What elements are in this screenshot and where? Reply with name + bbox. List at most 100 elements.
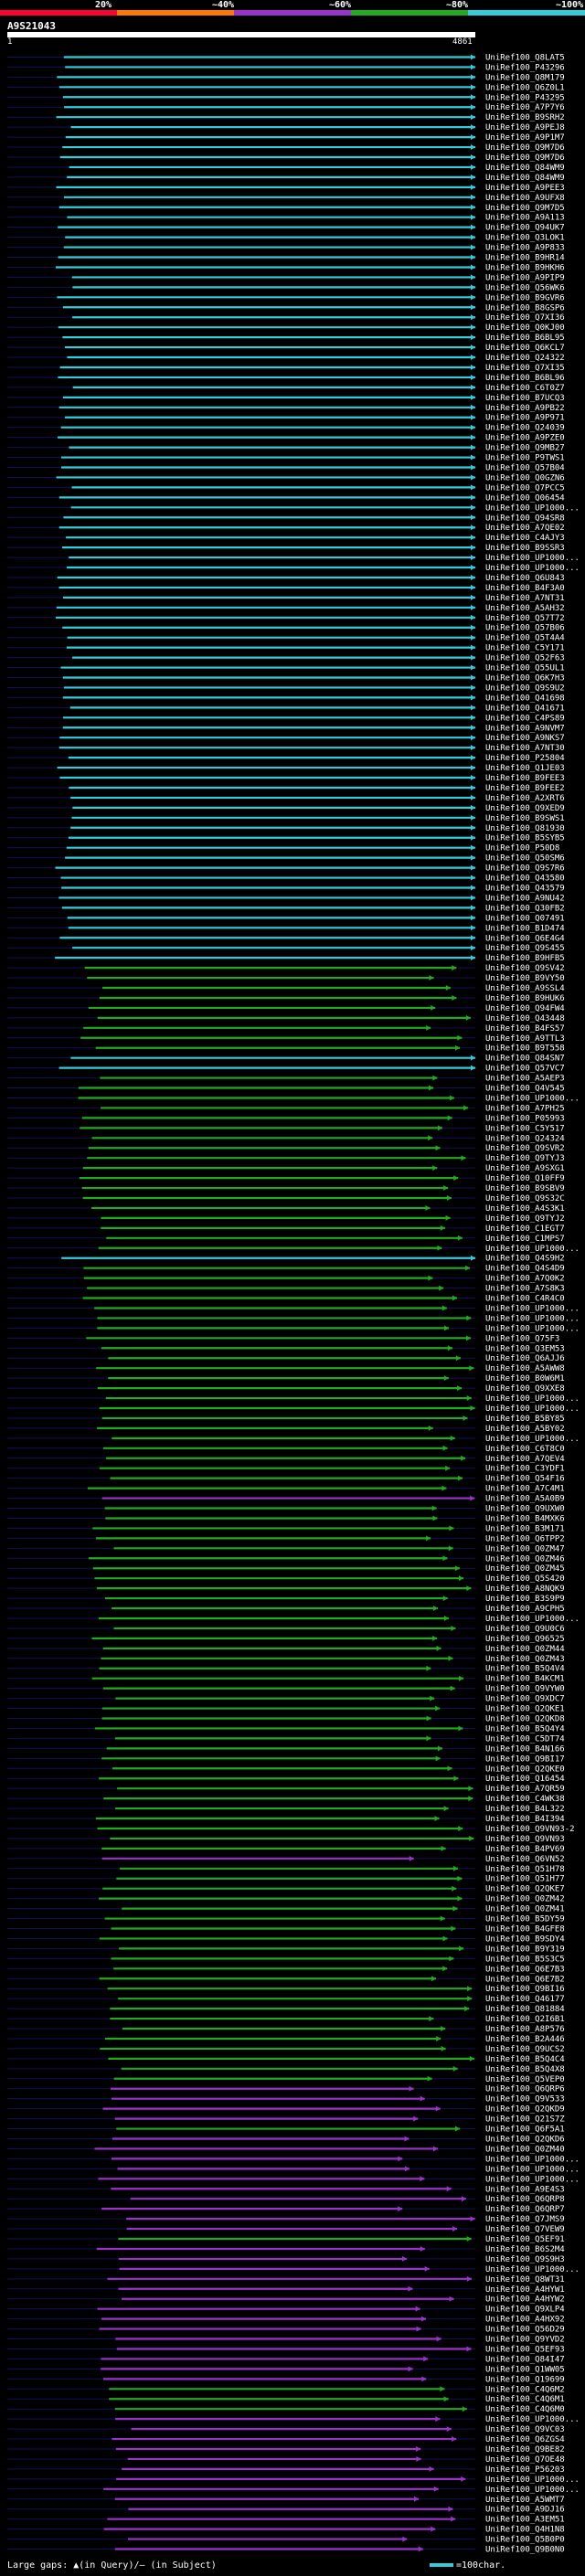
hit-label[interactable]: UniRef100_A9P1M7: [485, 133, 565, 143]
hit-label[interactable]: UniRef100_P50D8: [485, 844, 559, 853]
hit-label[interactable]: UniRef100_Q9XLP4: [485, 2306, 565, 2315]
hit-label[interactable]: UniRef100_Q41698: [485, 694, 565, 703]
hit-label[interactable]: UniRef100_Q81884: [485, 2005, 565, 2014]
hit-label[interactable]: UniRef100_Q0ZM46: [485, 1554, 565, 1564]
hit-label[interactable]: UniRef100_B4GFE8: [485, 1925, 565, 1935]
hit-label[interactable]: UniRef100_B0W6M1: [485, 1374, 565, 1383]
hit-label[interactable]: UniRef100_A3EM51: [485, 2516, 565, 2525]
hit-label[interactable]: UniRef100_A9TTL3: [485, 1034, 565, 1044]
hit-label[interactable]: UniRef100_Q7PCC5: [485, 483, 565, 493]
hit-label[interactable]: UniRef100_Q24324: [485, 1134, 565, 1143]
hit-label[interactable]: UniRef100_A7QEV4: [485, 1455, 565, 1464]
hit-label[interactable]: UniRef100_Q9XXE8: [485, 1384, 565, 1394]
hit-label[interactable]: UniRef100_C4R4C0: [485, 1295, 565, 1304]
hit-label[interactable]: UniRef100_Q5EF93: [485, 2345, 565, 2354]
hit-label[interactable]: UniRef100_Q10FF9: [485, 1174, 565, 1183]
hit-label[interactable]: UniRef100_Q8WT31: [485, 2275, 565, 2284]
hit-label[interactable]: UniRef100_Q2QKD8: [485, 1715, 565, 1724]
hit-label[interactable]: UniRef100_Q24039: [485, 424, 565, 433]
hit-label[interactable]: UniRef100_C6T8C0: [485, 1445, 565, 1454]
hit-label[interactable]: UniRef100_C4Q6M1: [485, 2395, 565, 2404]
hit-label[interactable]: UniRef100_B8GSP6: [485, 303, 565, 313]
hit-label[interactable]: UniRef100_C6T0Z7: [485, 384, 565, 393]
hit-label[interactable]: UniRef100_Q55UL1: [485, 664, 565, 673]
hit-label[interactable]: UniRef100_A7PH25: [485, 1104, 565, 1113]
hit-label[interactable]: UniRef100_A7S8K3: [485, 1285, 565, 1294]
hit-label[interactable]: UniRef100_Q94UK7: [485, 224, 565, 233]
hit-label[interactable]: UniRef100_A9NKS7: [485, 734, 565, 743]
hit-label[interactable]: UniRef100_A5BY02: [485, 1425, 565, 1434]
hit-label[interactable]: UniRef100_A2XRT6: [485, 794, 565, 803]
hit-label[interactable]: UniRef100_UP1000...: [485, 554, 580, 563]
hit-label[interactable]: UniRef100_UP1000...: [485, 1094, 580, 1103]
hit-label[interactable]: UniRef100_Q6E7B2: [485, 1975, 565, 1984]
hit-label[interactable]: UniRef100_Q9SVR2: [485, 1144, 565, 1153]
hit-label[interactable]: UniRef100_Q2QKE1: [485, 1705, 565, 1714]
hit-label[interactable]: UniRef100_Q0ZM43: [485, 1655, 565, 1664]
hit-label[interactable]: UniRef100_Q6E7B3: [485, 1965, 565, 1974]
hit-label[interactable]: UniRef100_Q9UCS2: [485, 2045, 565, 2054]
hit-label[interactable]: UniRef100_C5DT74: [485, 1734, 565, 1744]
hit-label[interactable]: UniRef100_P56203: [485, 2465, 565, 2475]
hit-label[interactable]: UniRef100_Q30FB2: [485, 904, 565, 913]
hit-label[interactable]: UniRef100_Q3LOK1: [485, 234, 565, 243]
hit-label[interactable]: UniRef100_B5Q4V4: [485, 1665, 565, 1674]
hit-label[interactable]: UniRef100_A7NT30: [485, 744, 565, 753]
hit-label[interactable]: UniRef100_A4HYW1: [485, 2285, 565, 2295]
hit-label[interactable]: UniRef100_B9SBV9: [485, 1184, 565, 1193]
hit-label[interactable]: UniRef100_A4HYW2: [485, 2295, 565, 2305]
hit-label[interactable]: UniRef100_A9PEE3: [485, 184, 565, 193]
hit-label[interactable]: UniRef100_Q1JE03: [485, 764, 565, 773]
hit-label[interactable]: UniRef100_Q9B0N0: [485, 2546, 565, 2555]
hit-label[interactable]: UniRef100_UP1000...: [485, 1405, 580, 1414]
hit-label[interactable]: UniRef100_Q6QRP6: [485, 2085, 565, 2094]
hit-label[interactable]: UniRef100_A7P7Y6: [485, 103, 565, 112]
hit-label[interactable]: UniRef100_Q9S32C: [485, 1194, 565, 1203]
hit-label[interactable]: UniRef100_A9PEJ8: [485, 123, 565, 133]
hit-label[interactable]: UniRef100_Q9U0C6: [485, 1625, 565, 1634]
hit-label[interactable]: UniRef100_Q84I47: [485, 2355, 565, 2364]
hit-label[interactable]: UniRef100_C4PS89: [485, 714, 565, 723]
hit-label[interactable]: UniRef100_A7QR59: [485, 1785, 565, 1794]
hit-label[interactable]: UniRef100_A9P971: [485, 414, 565, 423]
hit-label[interactable]: UniRef100_Q5S420: [485, 1574, 565, 1584]
hit-label[interactable]: UniRef100_Q9S455: [485, 944, 565, 953]
hit-label[interactable]: UniRef100_Q3EM53: [485, 1344, 565, 1353]
hit-label[interactable]: UniRef100_Q5EF91: [485, 2235, 565, 2244]
hit-label[interactable]: UniRef100_Q9M7D6: [485, 143, 565, 153]
hit-label[interactable]: UniRef100_Q4V545: [485, 1085, 565, 1094]
hit-label[interactable]: UniRef100_Q8M179: [485, 73, 565, 82]
hit-label[interactable]: UniRef100_B9HR14: [485, 254, 565, 263]
hit-label[interactable]: UniRef100_Q5B0P0: [485, 2536, 565, 2545]
hit-label[interactable]: UniRef100_B4FS57: [485, 1024, 565, 1034]
hit-label[interactable]: UniRef100_B1D474: [485, 924, 565, 933]
hit-label[interactable]: UniRef100_Q6Z0L1: [485, 83, 565, 92]
hit-label[interactable]: UniRef100_Q57T72: [485, 614, 565, 623]
hit-label[interactable]: UniRef100_Q52F63: [485, 654, 565, 663]
hit-label[interactable]: UniRef100_C4WK38: [485, 1795, 565, 1804]
hit-label[interactable]: UniRef100_B5BY85: [485, 1415, 565, 1424]
hit-label[interactable]: UniRef100_B4I394: [485, 1815, 565, 1824]
hit-label[interactable]: UniRef100_Q4H1N8: [485, 2526, 565, 2535]
hit-label[interactable]: UniRef100_A8P576: [485, 2025, 565, 2034]
hit-label[interactable]: UniRef100_Q2QKE7: [485, 1885, 565, 1894]
hit-label[interactable]: UniRef100_Q43448: [485, 1014, 565, 1023]
hit-label[interactable]: UniRef100_C4Q6M2: [485, 2385, 565, 2394]
hit-label[interactable]: UniRef100_UP1000...: [485, 564, 580, 573]
hit-label[interactable]: UniRef100_Q6TPP2: [485, 1534, 565, 1543]
hit-label[interactable]: UniRef100_A9UFX8: [485, 194, 565, 203]
hit-label[interactable]: UniRef100_Q57VC7: [485, 1065, 565, 1074]
hit-label[interactable]: UniRef100_UP1000...: [485, 2175, 580, 2184]
hit-label[interactable]: UniRef100_P43295: [485, 93, 565, 102]
hit-label[interactable]: UniRef100_B9GVR6: [485, 293, 565, 302]
hit-label[interactable]: UniRef100_Q56WK6: [485, 283, 565, 292]
hit-label[interactable]: UniRef100_B5DY59: [485, 1915, 565, 1924]
hit-label[interactable]: UniRef100_Q1WW05: [485, 2365, 565, 2374]
hit-label[interactable]: UniRef100_Q16454: [485, 1775, 565, 1784]
hit-label[interactable]: UniRef100_Q21S7Z: [485, 2115, 565, 2125]
hit-label[interactable]: UniRef100_Q0ZM40: [485, 2145, 565, 2154]
hit-label[interactable]: UniRef100_Q6ZGS4: [485, 2435, 565, 2444]
hit-label[interactable]: UniRef100_B9HUK6: [485, 994, 565, 1003]
hit-label[interactable]: UniRef100_A9PZE0: [485, 434, 565, 443]
hit-label[interactable]: UniRef100_Q6E4G4: [485, 934, 565, 943]
